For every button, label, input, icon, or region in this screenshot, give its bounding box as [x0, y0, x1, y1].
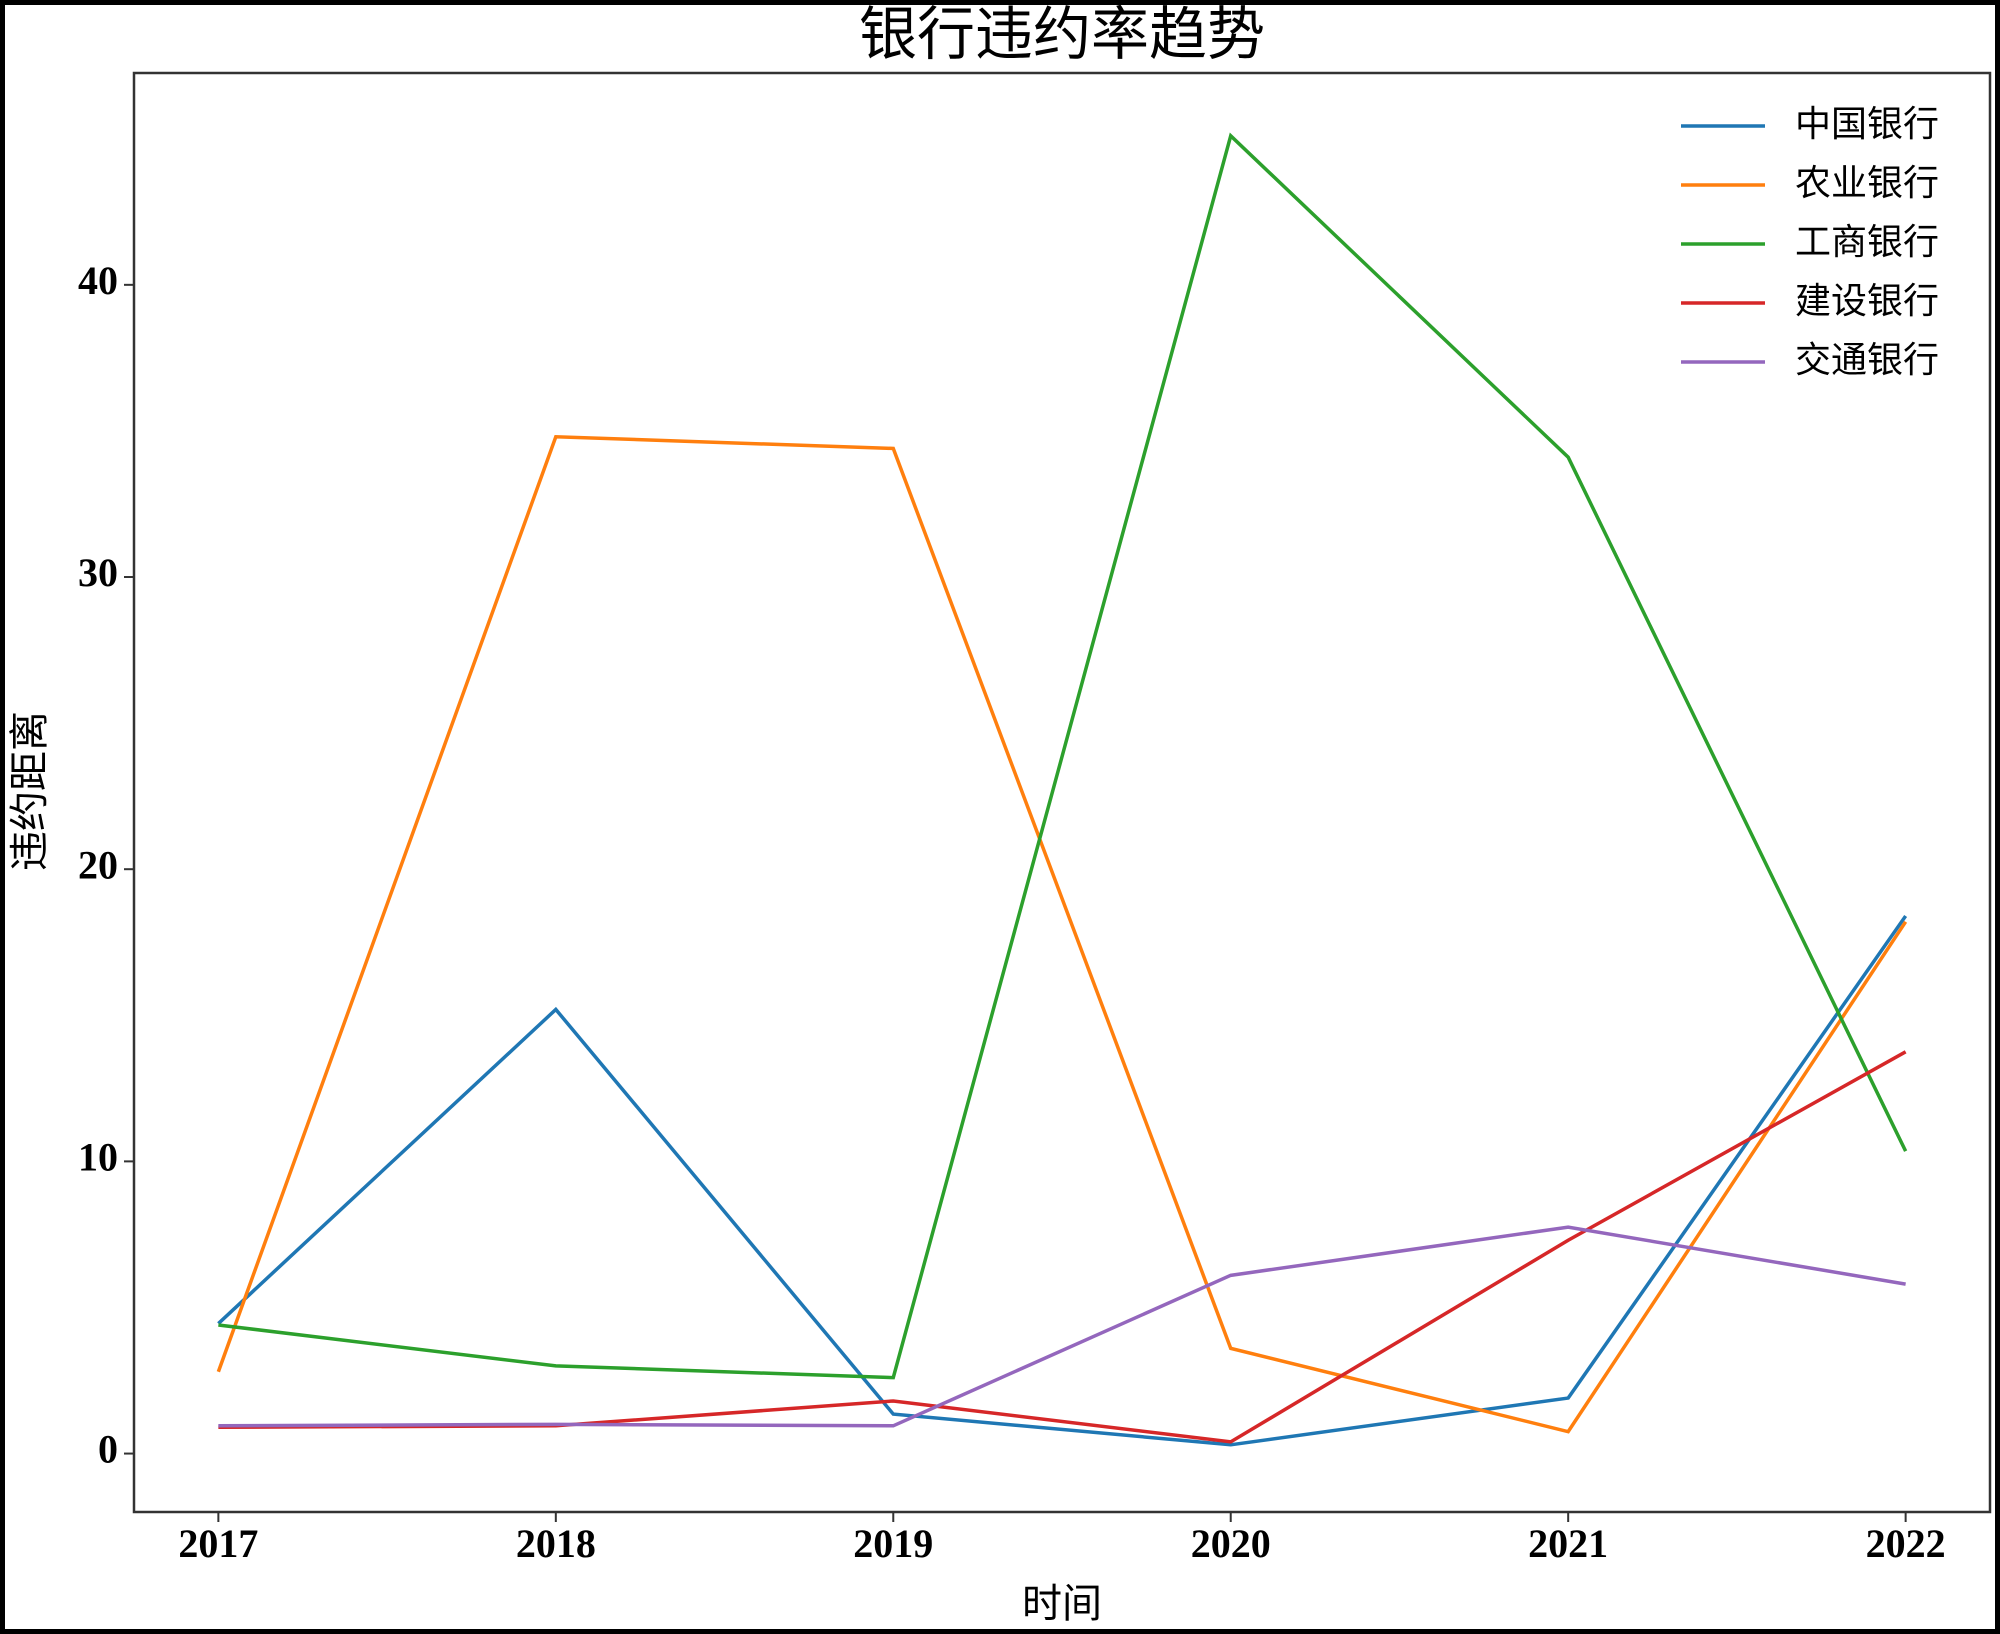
x-tick-label: 2020: [1191, 1521, 1271, 1566]
legend-box: [1667, 96, 1980, 397]
legend-label: 工商银行: [1795, 222, 1939, 263]
x-tick-label: 2019: [853, 1521, 933, 1566]
series-line: [218, 1225, 1906, 1428]
legend-label: 交通银行: [1795, 340, 1939, 381]
legend-label: 农业银行: [1795, 163, 1939, 204]
y-tick-label: 20: [78, 842, 118, 887]
legend-label: 建设银行: [1795, 281, 1939, 322]
x-tick-label: 2022: [1866, 1521, 1946, 1566]
series-line: [217, 914, 1908, 1447]
y-tick-label: 40: [78, 258, 118, 303]
series-line: [216, 434, 1908, 1434]
y-axis-label: 违约距离: [7, 711, 53, 871]
y-tick-label: 0: [98, 1427, 118, 1472]
x-axis-label: 时间: [1022, 1581, 1102, 1627]
x-tick-label: 2021: [1528, 1521, 1608, 1566]
y-tick-label: 10: [78, 1135, 118, 1180]
y-tick-label: 30: [78, 550, 118, 595]
chart-title: 银行违约率趋势: [859, 0, 1265, 68]
x-tick-label: 2017: [178, 1521, 258, 1566]
plot-area: [132, 71, 1992, 1514]
x-tick-label: 2018: [516, 1521, 596, 1566]
series-line: [218, 132, 1908, 1380]
legend-label: 中国银行: [1795, 104, 1939, 145]
